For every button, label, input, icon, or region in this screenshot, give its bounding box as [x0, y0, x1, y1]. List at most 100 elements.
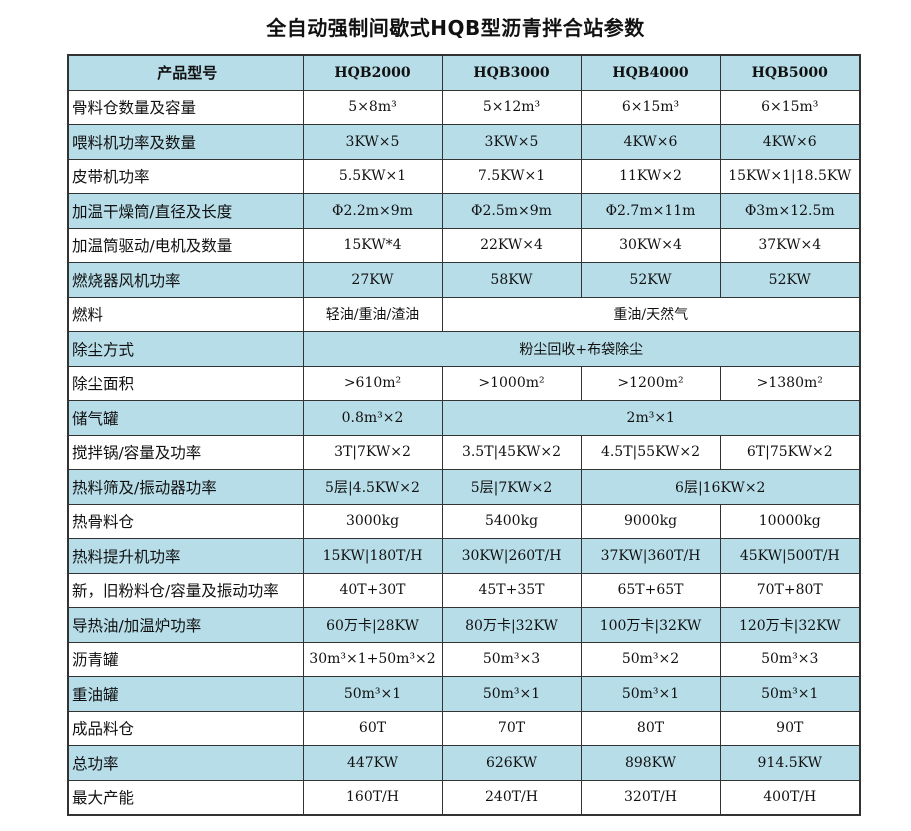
table-cell: 30KW×4 [580, 227, 721, 263]
table-row: 成品料仓 60T 70T 80T 90T [67, 710, 861, 746]
row-label: 加温筒驱动/电机及数量 [67, 227, 304, 263]
table-cell: 15KW×1|18.5KW [719, 158, 861, 194]
table-cell: 52KW [719, 262, 861, 298]
table-cell: 粉尘回收+布袋除尘 [302, 331, 861, 367]
table-row: 储气罐 0.8m³×2 2m³×1 [67, 400, 861, 436]
table-row: 加温干燥筒/直径及长度 Φ2.2m×9m Φ2.5m×9m Φ2.7m×11m Φ3m×… [67, 193, 861, 229]
table-cell: 6×15m³ [580, 89, 721, 125]
table-cell: >1200m² [580, 365, 721, 401]
row-label: 沥青罐 [67, 641, 304, 677]
table-cell: 50m³×1 [441, 676, 582, 712]
table-cell: Φ3m×12.5m [719, 193, 861, 229]
table-cell: 52KW [580, 262, 721, 298]
table-cell: 6×15m³ [719, 89, 861, 125]
row-label: 总功率 [67, 745, 304, 781]
table-row: 搅拌锅/容量及功率 3T|7KW×2 3.5T|45KW×2 4.5T|55KW×2 6… [67, 434, 861, 470]
row-label: 热骨料仓 [67, 503, 304, 539]
table-cell: 6T|75KW×2 [719, 434, 861, 470]
table-cell: 70T+80T [719, 572, 861, 608]
table-cell: 6层|16KW×2 [580, 469, 861, 505]
table-cell: 5.5KW×1 [302, 158, 443, 194]
table-cell: 5400kg [441, 503, 582, 539]
table-row: 热料提升机功率 15KW|180T/H 30KW|260T/H 37KW|360T/H… [67, 538, 861, 574]
table-cell: 3KW×5 [441, 124, 582, 160]
table-cell: 50m³×1 [719, 676, 861, 712]
row-label: 骨料仓数量及容量 [67, 89, 304, 125]
table-cell: 3T|7KW×2 [302, 434, 443, 470]
table-cell: 240T/H [441, 779, 582, 816]
table-row: 喂料机功率及数量 3KW×5 3KW×5 4KW×6 4KW×6 [67, 124, 861, 160]
table-cell: 90T [719, 710, 861, 746]
row-label: 导热油/加温炉功率 [67, 607, 304, 643]
table-cell: 5×8m³ [302, 89, 443, 125]
table-row: 新，旧粉料仓/容量及振动功率 40T+30T 45T+35T 65T+65T 70T+8… [67, 572, 861, 608]
table-cell: 60T [302, 710, 443, 746]
header-row: 产品型号 HQB2000 HQB3000 HQB4000 HQB5000 [67, 54, 861, 91]
table-cell: Φ2.7m×11m [580, 193, 721, 229]
table-cell: 轻油/重油/渣油 [302, 296, 443, 332]
table-cell: 45T+35T [441, 572, 582, 608]
row-label: 热料筛及/振动器功率 [67, 469, 304, 505]
table-cell: 11KW×2 [580, 158, 721, 194]
row-label: 重油罐 [67, 676, 304, 712]
row-label: 最大产能 [67, 779, 304, 816]
table-cell: 3KW×5 [302, 124, 443, 160]
table-cell: 2m³×1 [441, 400, 861, 436]
table-cell: 80T [580, 710, 721, 746]
table-row: 热骨料仓 3000kg 5400kg 9000kg 10000kg [67, 503, 861, 539]
table-cell: 7.5KW×1 [441, 158, 582, 194]
header-cell-model: 产品型号 [67, 54, 304, 91]
table-cell: 914.5KW [719, 745, 861, 781]
row-label: 除尘方式 [67, 331, 304, 367]
table-cell: >1000m² [441, 365, 582, 401]
table-row: 燃烧器风机功率 27KW 58KW 52KW 52KW [67, 262, 861, 298]
row-label: 皮带机功率 [67, 158, 304, 194]
table-cell: 5层|4.5KW×2 [302, 469, 443, 505]
table-cell: 400T/H [719, 779, 861, 816]
table-cell: 9000kg [580, 503, 721, 539]
table-row: 骨料仓数量及容量 5×8m³ 5×12m³ 6×15m³ 6×15m³ [67, 89, 861, 125]
row-label: 燃烧器风机功率 [67, 262, 304, 298]
table-cell: 37KW×4 [719, 227, 861, 263]
header-cell-hqb2000: HQB2000 [302, 54, 443, 91]
table-row: 导热油/加温炉功率 60万卡|28KW 80万卡|32KW 100万卡|32KW 120… [67, 607, 861, 643]
table-cell: 27KW [302, 262, 443, 298]
table-cell: 447KW [302, 745, 443, 781]
table-row: 燃料 轻油/重油/渣油 重油/天然气 [67, 296, 861, 332]
table-cell: 80万卡|32KW [441, 607, 582, 643]
table-cell: 40T+30T [302, 572, 443, 608]
table-row: 加温筒驱动/电机及数量 15KW*4 22KW×4 30KW×4 37KW×4 [67, 227, 861, 263]
table-row: 总功率 447KW 626KW 898KW 914.5KW [67, 745, 861, 781]
spec-table: 产品型号 HQB2000 HQB3000 HQB4000 HQB5000 骨料仓数量及容量… [67, 54, 861, 816]
row-label: 喂料机功率及数量 [67, 124, 304, 160]
table-cell: 15KW*4 [302, 227, 443, 263]
row-label: 加温干燥筒/直径及长度 [67, 193, 304, 229]
row-label: 成品料仓 [67, 710, 304, 746]
header-cell-hqb5000: HQB5000 [719, 54, 861, 91]
header-cell-hqb4000: HQB4000 [580, 54, 721, 91]
table-cell: 626KW [441, 745, 582, 781]
table-row: 重油罐 50m³×1 50m³×1 50m³×1 50m³×1 [67, 676, 861, 712]
table-cell: 22KW×4 [441, 227, 582, 263]
row-label: 搅拌锅/容量及功率 [67, 434, 304, 470]
table-row: 皮带机功率 5.5KW×1 7.5KW×1 11KW×2 15KW×1|18.5KW [67, 158, 861, 194]
table-cell: 5层|7KW×2 [441, 469, 582, 505]
table-cell: 50m³×3 [719, 641, 861, 677]
table-cell: >1380m² [719, 365, 861, 401]
page-title: 全自动强制间歇式HQB型沥青拌合站参数 [266, 16, 645, 40]
table-cell: 30KW|260T/H [441, 538, 582, 574]
table-cell: 58KW [441, 262, 582, 298]
table-cell: 65T+65T [580, 572, 721, 608]
table-cell: 50m³×1 [580, 676, 721, 712]
table-cell: >610m² [302, 365, 443, 401]
table-cell: 3000kg [302, 503, 443, 539]
table-cell: 10000kg [719, 503, 861, 539]
table-cell: 60万卡|28KW [302, 607, 443, 643]
table-cell: 4KW×6 [580, 124, 721, 160]
table-cell: 30m³×1+50m³×2 [302, 641, 443, 677]
table-cell: 898KW [580, 745, 721, 781]
table-cell: 5×12m³ [441, 89, 582, 125]
row-label: 储气罐 [67, 400, 304, 436]
table-cell: 4.5T|55KW×2 [580, 434, 721, 470]
table-row: 最大产能 160T/H 240T/H 320T/H 400T/H [67, 779, 861, 816]
